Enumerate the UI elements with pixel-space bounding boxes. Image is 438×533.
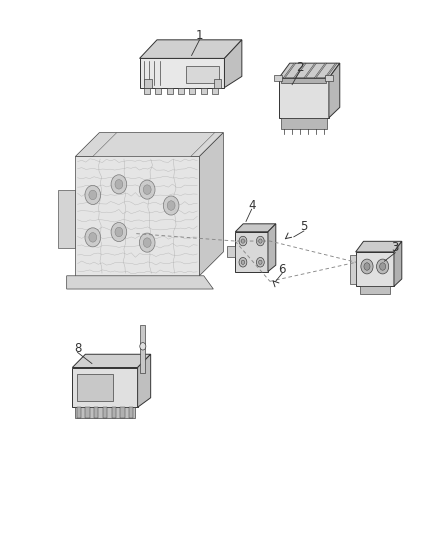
Bar bbox=[350, 255, 356, 284]
Polygon shape bbox=[304, 63, 317, 78]
Polygon shape bbox=[226, 246, 235, 257]
Bar bbox=[77, 407, 81, 418]
Text: 2: 2 bbox=[296, 61, 303, 74]
Polygon shape bbox=[224, 40, 242, 87]
Circle shape bbox=[258, 239, 262, 243]
Circle shape bbox=[139, 233, 155, 252]
Polygon shape bbox=[140, 59, 224, 87]
Bar bbox=[144, 78, 152, 88]
Bar bbox=[212, 87, 218, 94]
Circle shape bbox=[143, 185, 151, 195]
Bar bbox=[201, 87, 207, 94]
Bar bbox=[325, 75, 333, 80]
Polygon shape bbox=[93, 133, 215, 157]
Circle shape bbox=[377, 259, 389, 274]
Circle shape bbox=[241, 239, 245, 243]
Polygon shape bbox=[72, 368, 138, 407]
Polygon shape bbox=[140, 40, 242, 59]
Polygon shape bbox=[325, 63, 337, 78]
Polygon shape bbox=[58, 190, 75, 248]
Circle shape bbox=[140, 343, 146, 350]
Circle shape bbox=[380, 263, 386, 270]
Polygon shape bbox=[329, 63, 340, 118]
Polygon shape bbox=[75, 133, 223, 157]
Polygon shape bbox=[394, 241, 402, 286]
Polygon shape bbox=[279, 63, 340, 78]
Text: 1: 1 bbox=[196, 29, 203, 42]
Circle shape bbox=[139, 180, 155, 199]
Circle shape bbox=[256, 236, 264, 246]
Polygon shape bbox=[75, 157, 199, 276]
Circle shape bbox=[167, 201, 175, 211]
Circle shape bbox=[115, 227, 123, 237]
Polygon shape bbox=[293, 63, 306, 78]
Bar bbox=[103, 407, 107, 418]
Bar bbox=[77, 374, 113, 401]
Bar bbox=[94, 407, 99, 418]
Bar bbox=[214, 78, 221, 88]
Bar bbox=[360, 286, 390, 294]
Text: 8: 8 bbox=[74, 342, 81, 355]
Bar bbox=[85, 407, 90, 418]
Bar bbox=[74, 407, 135, 418]
Polygon shape bbox=[279, 78, 329, 118]
Polygon shape bbox=[199, 133, 223, 276]
Bar bbox=[282, 78, 326, 83]
Bar bbox=[129, 407, 133, 418]
FancyBboxPatch shape bbox=[186, 66, 219, 83]
Bar bbox=[112, 407, 116, 418]
Circle shape bbox=[239, 236, 247, 246]
Polygon shape bbox=[140, 325, 145, 373]
Circle shape bbox=[85, 228, 101, 247]
Bar bbox=[189, 87, 195, 94]
Bar bbox=[144, 87, 150, 94]
Circle shape bbox=[163, 196, 179, 215]
Text: 5: 5 bbox=[300, 220, 307, 233]
Circle shape bbox=[89, 232, 97, 242]
Circle shape bbox=[361, 259, 373, 274]
Polygon shape bbox=[72, 354, 151, 368]
Circle shape bbox=[111, 175, 127, 194]
Polygon shape bbox=[356, 252, 394, 286]
Circle shape bbox=[143, 238, 151, 247]
Bar bbox=[155, 87, 161, 94]
Circle shape bbox=[239, 257, 247, 267]
Circle shape bbox=[111, 222, 127, 241]
Circle shape bbox=[241, 260, 245, 264]
Polygon shape bbox=[235, 224, 276, 232]
Text: 3: 3 bbox=[392, 241, 399, 254]
Polygon shape bbox=[356, 241, 402, 252]
Bar bbox=[281, 118, 327, 130]
Bar bbox=[120, 407, 124, 418]
Polygon shape bbox=[235, 232, 268, 271]
Polygon shape bbox=[283, 63, 296, 78]
Bar bbox=[166, 87, 173, 94]
Circle shape bbox=[258, 260, 262, 264]
Circle shape bbox=[364, 263, 370, 270]
Circle shape bbox=[256, 257, 264, 267]
Polygon shape bbox=[67, 276, 213, 289]
Circle shape bbox=[85, 185, 101, 205]
Text: 6: 6 bbox=[279, 263, 286, 276]
Polygon shape bbox=[268, 224, 276, 271]
Bar bbox=[178, 87, 184, 94]
Bar bbox=[275, 75, 283, 80]
Polygon shape bbox=[314, 63, 327, 78]
Circle shape bbox=[115, 180, 123, 189]
Polygon shape bbox=[138, 354, 151, 407]
Text: 4: 4 bbox=[248, 199, 255, 212]
Circle shape bbox=[89, 190, 97, 200]
